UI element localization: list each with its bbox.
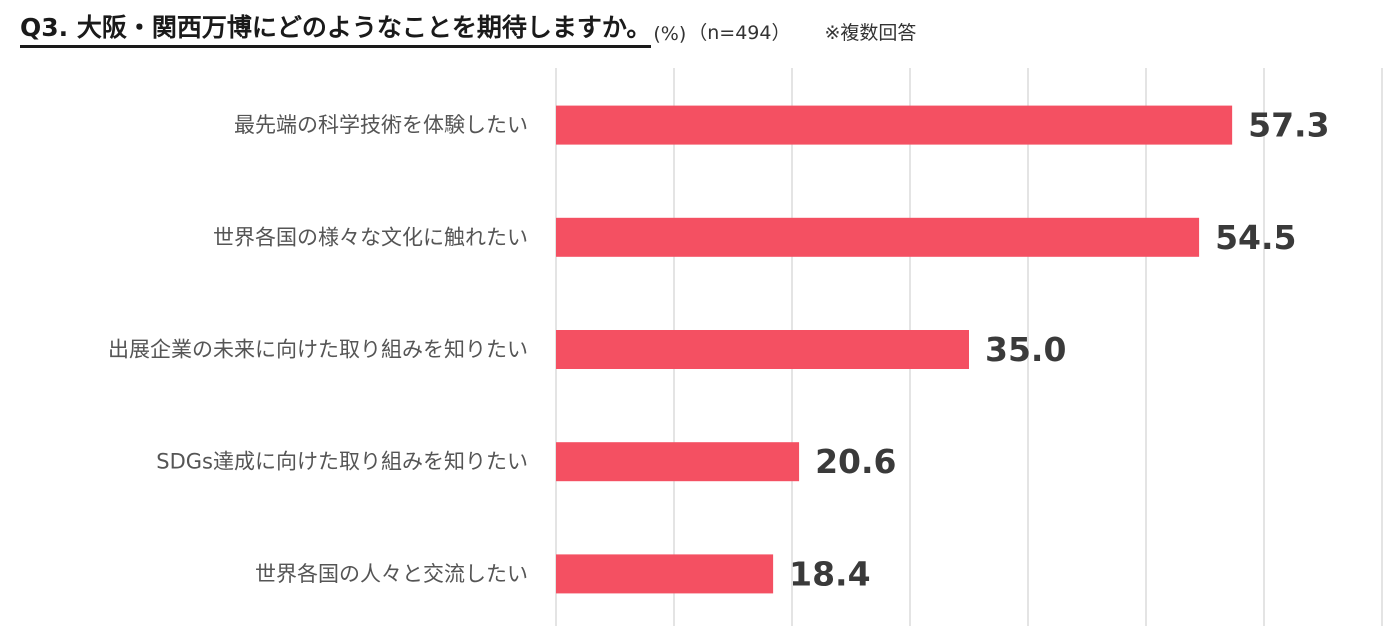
chart-header: Q3. 大阪・関西万博にどのようなことを期待しますか。 (%) （n=494） … [20, 8, 916, 48]
value-labels: 57.3 54.5 35.0 20.6 18.4 [789, 106, 1329, 594]
value-label: 54.5 [1215, 218, 1296, 257]
unit-label: (%) [653, 23, 687, 45]
bar [556, 105, 1233, 145]
value-label: 18.4 [789, 554, 870, 593]
sample-size-label: （n=494） [688, 22, 791, 44]
value-label: 35.0 [985, 330, 1066, 369]
category-label: SDGs達成に向けた取り組みを知りたい [156, 450, 528, 474]
value-label: 20.6 [815, 442, 896, 481]
chart-title: Q3. 大阪・関西万博にどのようなことを期待しますか。 [20, 13, 652, 48]
category-label: 世界各国の人々と交流したい [255, 562, 528, 586]
category-label: 最先端の科学技術を体験したい [234, 113, 528, 137]
category-label: 出展企業の未来に向けた取り組みを知りたい [108, 338, 528, 362]
category-label: 世界各国の様々な文化に触れたい [213, 225, 528, 249]
bars [556, 105, 1233, 594]
value-label: 57.3 [1248, 106, 1329, 145]
bar [556, 217, 1200, 257]
bar [556, 330, 969, 369]
category-labels: 最先端の科学技術を体験したい世界各国の様々な文化に触れたい出展企業の未来に向けた… [108, 113, 528, 586]
bar [556, 442, 800, 482]
bar [556, 554, 774, 594]
multiple-answer-note: ※複数回答 [824, 22, 917, 44]
